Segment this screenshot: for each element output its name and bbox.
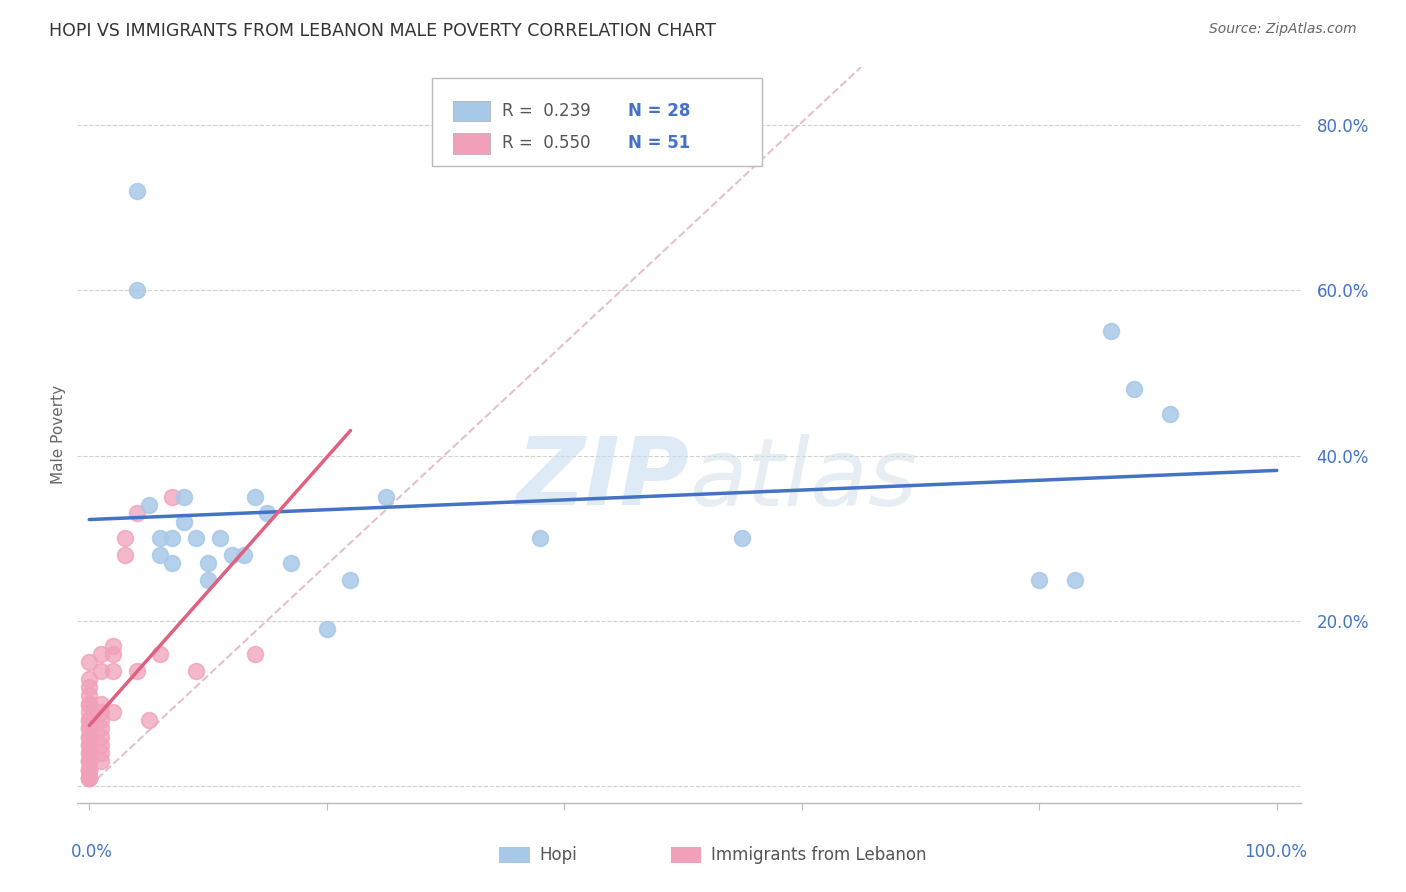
Text: N = 28: N = 28 <box>627 102 690 120</box>
Point <box>77 771 100 785</box>
Point <box>125 283 148 297</box>
Text: Hopi: Hopi <box>540 846 578 864</box>
Point <box>90 647 112 661</box>
Point <box>114 548 136 562</box>
Point <box>90 664 112 678</box>
Point <box>256 507 278 521</box>
Point <box>149 548 172 562</box>
Point <box>138 498 160 512</box>
Point <box>77 771 100 785</box>
Point <box>1159 407 1181 421</box>
Point <box>90 697 112 711</box>
Point <box>90 755 112 769</box>
FancyBboxPatch shape <box>453 101 489 121</box>
Point <box>149 647 172 661</box>
Text: ZIP: ZIP <box>516 433 689 525</box>
Text: R =  0.239: R = 0.239 <box>502 102 591 120</box>
Point <box>77 697 100 711</box>
Point <box>125 664 148 678</box>
Point <box>101 705 124 719</box>
Point <box>77 771 100 785</box>
Point <box>731 531 754 545</box>
Point <box>125 184 148 198</box>
Point <box>197 573 219 587</box>
Point <box>245 490 267 504</box>
Point <box>114 531 136 545</box>
Point <box>77 688 100 702</box>
Point <box>77 730 100 744</box>
Point <box>77 713 100 727</box>
Point <box>1099 325 1122 339</box>
Point <box>208 531 231 545</box>
Point <box>77 755 100 769</box>
Point <box>77 763 100 777</box>
Point <box>77 771 100 785</box>
Text: Source: ZipAtlas.com: Source: ZipAtlas.com <box>1209 22 1357 37</box>
Point <box>162 490 184 504</box>
Point <box>90 713 112 727</box>
Point <box>90 705 112 719</box>
Point <box>77 730 100 744</box>
Point <box>1123 383 1146 397</box>
Text: 100.0%: 100.0% <box>1244 843 1306 862</box>
Point <box>77 755 100 769</box>
Point <box>90 722 112 736</box>
Point <box>315 622 337 636</box>
Point <box>280 556 302 570</box>
Point <box>77 746 100 760</box>
Point <box>101 664 124 678</box>
Point <box>77 763 100 777</box>
Point <box>77 705 100 719</box>
Point <box>245 647 267 661</box>
Point <box>77 697 100 711</box>
Text: R =  0.550: R = 0.550 <box>502 135 591 153</box>
Point <box>77 722 100 736</box>
Point <box>77 755 100 769</box>
Point <box>77 672 100 686</box>
Point <box>125 507 148 521</box>
Point <box>162 531 184 545</box>
Y-axis label: Male Poverty: Male Poverty <box>51 385 66 484</box>
Text: atlas: atlas <box>689 434 917 524</box>
Point <box>149 531 172 545</box>
Point <box>184 531 207 545</box>
Point <box>232 548 254 562</box>
Point <box>184 664 207 678</box>
Point <box>1064 573 1087 587</box>
Point <box>77 746 100 760</box>
Point <box>90 730 112 744</box>
FancyBboxPatch shape <box>499 847 530 863</box>
Point <box>77 713 100 727</box>
Text: 0.0%: 0.0% <box>72 843 112 862</box>
Point <box>221 548 243 562</box>
Point <box>101 639 124 653</box>
Point <box>138 713 160 727</box>
Point <box>77 738 100 752</box>
Point <box>173 515 195 529</box>
Point <box>529 531 551 545</box>
Point <box>101 647 124 661</box>
Text: HOPI VS IMMIGRANTS FROM LEBANON MALE POVERTY CORRELATION CHART: HOPI VS IMMIGRANTS FROM LEBANON MALE POV… <box>49 22 716 40</box>
Point <box>197 556 219 570</box>
Text: N = 51: N = 51 <box>627 135 690 153</box>
FancyBboxPatch shape <box>432 78 762 166</box>
Point <box>162 556 184 570</box>
Point <box>339 573 361 587</box>
Point <box>77 680 100 694</box>
Point <box>77 655 100 669</box>
Point <box>173 490 195 504</box>
Point <box>77 722 100 736</box>
Text: Immigrants from Lebanon: Immigrants from Lebanon <box>711 846 927 864</box>
Point <box>77 738 100 752</box>
Point <box>375 490 398 504</box>
Point <box>77 763 100 777</box>
FancyBboxPatch shape <box>453 133 489 153</box>
Point <box>90 746 112 760</box>
Point <box>77 763 100 777</box>
Point <box>1028 573 1050 587</box>
Point <box>90 738 112 752</box>
FancyBboxPatch shape <box>671 847 702 863</box>
